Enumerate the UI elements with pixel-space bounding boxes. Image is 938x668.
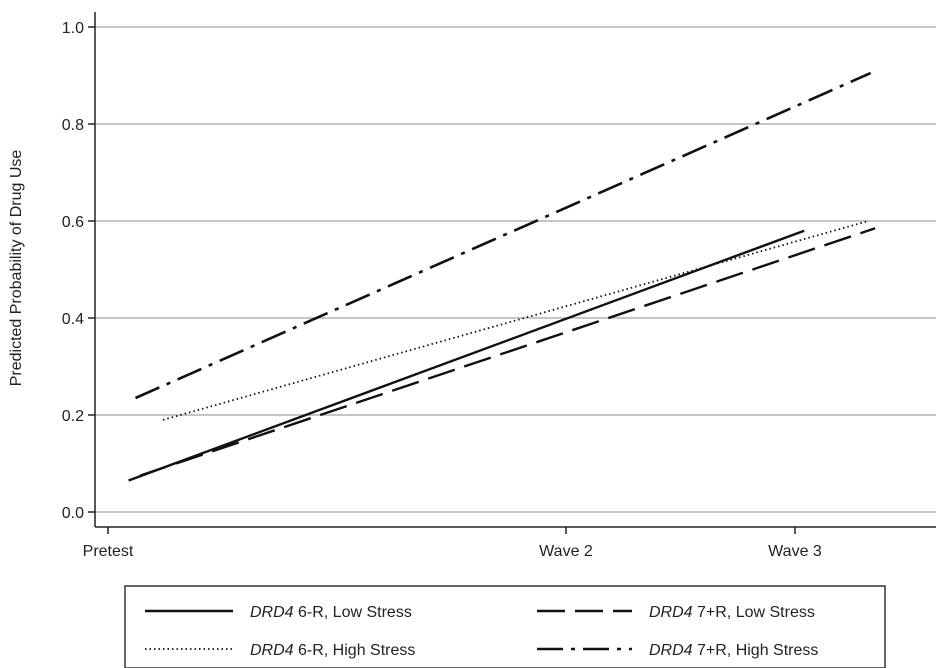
y-tick-label: 0.6 [62, 214, 84, 231]
y-tick-labels: 0.0 0.2 0.4 0.6 0.8 1.0 [62, 20, 95, 522]
legend-series-desc: 7+R, Low Stress [693, 604, 815, 621]
series-line-dashdot [134, 71, 872, 400]
series-lines [128, 71, 876, 482]
legend-label: DRD4 6-R, Low Stress [250, 604, 412, 621]
legend-series-desc: 7+R, High Stress [693, 642, 819, 659]
legend-gene-name: DRD4 [250, 604, 294, 621]
legend-label: DRD4 7+R, High Stress [649, 642, 818, 659]
legend-box [124, 585, 886, 668]
y-tick-label: 0.4 [62, 311, 84, 328]
series-line-solid [128, 229, 805, 482]
y-axis-title: Predicted Probability of Drug Use [8, 150, 25, 387]
series-line-dashed [139, 227, 876, 477]
x-tick-labels: Pretest Wave 2 Wave 3 [83, 527, 822, 560]
x-tick-label: Pretest [83, 543, 134, 560]
x-tick-label: Wave 3 [768, 543, 822, 560]
y-tick-label: 1.0 [62, 20, 84, 37]
gridlines [95, 26, 936, 513]
legend-gene-name: DRD4 [250, 642, 294, 659]
legend-label: DRD4 6-R, High Stress [250, 642, 415, 659]
legend-series-desc: 6-R, High Stress [294, 642, 416, 659]
y-tick-label: 0.2 [62, 408, 84, 425]
y-tick-label: 0.8 [62, 117, 84, 134]
y-tick-label: 0.0 [62, 505, 84, 522]
legend-gene-name: DRD4 [649, 642, 693, 659]
legend-label: DRD4 7+R, Low Stress [649, 604, 815, 621]
legend-series-desc: 6-R, Low Stress [294, 604, 412, 621]
axes [94, 12, 936, 528]
series-line-dotted [162, 220, 869, 421]
legend-gene-name: DRD4 [649, 604, 693, 621]
x-tick-label: Wave 2 [539, 543, 593, 560]
